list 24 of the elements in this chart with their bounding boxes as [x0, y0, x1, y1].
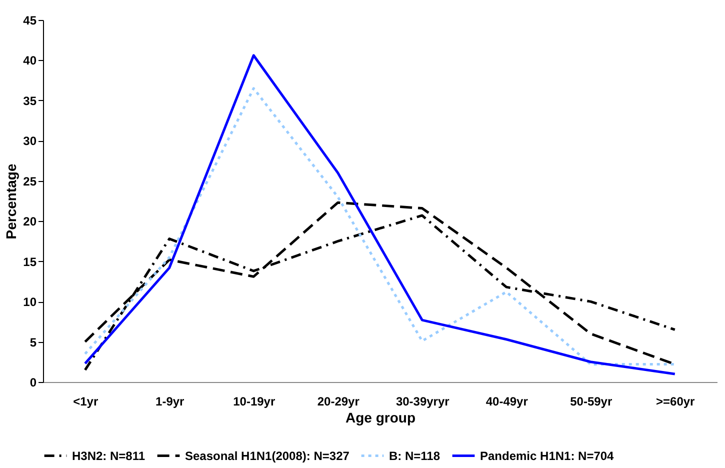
x-tick-label: 1-9yr [156, 394, 185, 408]
y-axis-title: Percentage [3, 164, 20, 240]
y-tick-label: 0 [30, 376, 37, 390]
y-tick-label: 5 [30, 335, 37, 350]
y-tick-label: 25 [23, 174, 37, 188]
x-tick-label: 50-59yr [570, 394, 612, 408]
y-tick-label: 40 [23, 54, 37, 68]
x-tick-label: 10-19yr [233, 394, 276, 408]
x-axis-title: Age group [346, 410, 416, 426]
x-tick-label: 20-29yr [317, 394, 360, 408]
y-tick-label: 10 [23, 295, 37, 310]
legend-label: B: N=118 [389, 448, 440, 463]
y-tick-label: 30 [23, 134, 37, 148]
y-tick-label: 35 [23, 94, 37, 108]
legend-label: H3N2: N=811 [72, 448, 146, 463]
x-tick-label: 40-49yr [486, 394, 528, 408]
x-tick-label: 30-39yryr [396, 394, 450, 408]
x-tick-label: >=60yr [656, 394, 696, 408]
y-tick-label: 15 [23, 254, 37, 269]
y-tick-label: 45 [23, 14, 37, 28]
x-tick-label: <1yr [73, 394, 98, 408]
y-tick-label: 20 [23, 214, 37, 229]
legend-label: Seasonal H1N1(2008): N=327 [185, 448, 350, 463]
legend-label: Pandemic H1N1: N=704 [480, 448, 614, 463]
